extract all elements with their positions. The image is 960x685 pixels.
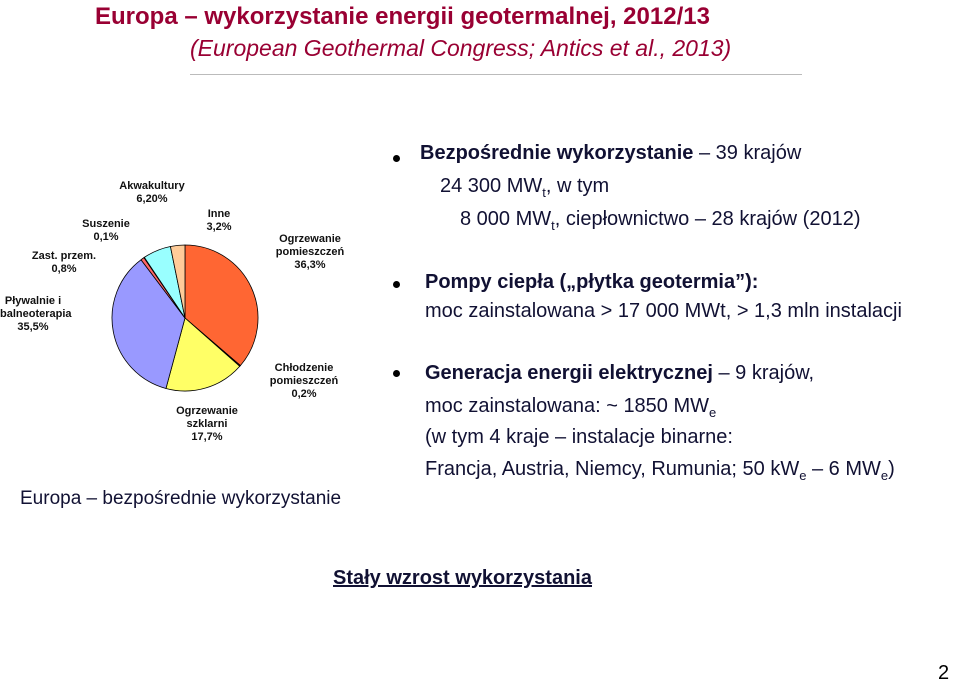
title: Europa – wykorzystanie energii geotermal… — [95, 3, 710, 30]
text-run: , ciepłownictwo – 28 krajów (2012) — [554, 208, 861, 230]
slice-value: 6,20% — [136, 193, 168, 205]
slice-name: Pływalnie i balneoterapia — [0, 295, 72, 320]
slice-name: Zast. przem. — [31, 250, 97, 262]
slice-value: 0,2% — [291, 388, 317, 400]
text-run: – 39 krajów — [693, 142, 802, 164]
bullet-line: Bezpośrednie wykorzystanie – 39 krajów — [420, 142, 801, 165]
text-run: t — [542, 185, 546, 200]
text-run: (w tym 4 kraje – instalacje binarne: — [425, 426, 733, 448]
bullet-line: Francja, Austria, Niemcy, Rumunia; 50 kW… — [425, 458, 895, 483]
bullet-dot — [393, 155, 400, 162]
slice-label: Chłodzenie pomieszczeń 0,2% — [262, 362, 346, 401]
bullet-dot — [393, 281, 400, 288]
text-run: , w tym — [545, 175, 610, 197]
text-run: e — [709, 405, 717, 420]
slice-value: 17,7% — [191, 431, 223, 443]
text-run: ) — [888, 458, 895, 480]
pie-slice — [184, 244, 259, 367]
slice-value: 35,5% — [17, 321, 49, 333]
slice-label: Pływalnie i balneoterapia 35,5% — [0, 295, 72, 334]
text-run: Pompy ciepła („płytka geotermia”): — [425, 271, 759, 293]
pie-slice — [165, 317, 241, 392]
slice-value: 0,1% — [93, 231, 119, 243]
slice-label: Akwakultury 6,20% — [112, 180, 192, 206]
subtitle: (European Geothermal Congress; Antics et… — [190, 35, 732, 61]
text-run: – 6 MW — [806, 458, 881, 480]
text-run: t — [551, 218, 555, 233]
chart-caption: Europa – bezpośrednie wykorzystanie — [20, 488, 342, 509]
bullet-line: Generacja energii elektrycznej – 9 krajó… — [425, 362, 814, 385]
slice-name: Inne — [207, 208, 231, 220]
text-run: Generacja energii elektrycznej — [425, 362, 713, 384]
text-run: 24 300 MW — [440, 175, 543, 197]
text-run: e — [799, 468, 807, 483]
slice-name: Chłodzenie pomieszczeń — [269, 362, 339, 387]
slice-name: Ogrzewanie szklarni — [176, 405, 238, 430]
slice-name: Suszenie — [82, 218, 130, 230]
bullet-dot — [393, 370, 400, 377]
text-run: 8 000 MW — [460, 208, 552, 230]
bullet-line: 8 000 MWt, ciepłownictwo – 28 krajów (20… — [460, 208, 860, 233]
pie-chart — [111, 244, 259, 392]
slice-name: Akwakultury — [119, 180, 185, 192]
bullet-line: (w tym 4 kraje – instalacje binarne: — [425, 426, 733, 449]
bullet-line: moc zainstalowana > 17 000 MWt, > 1,3 ml… — [425, 300, 902, 323]
slice-label: Ogrzewanie szklarni 17,7% — [162, 405, 252, 444]
slice-label: Zast. przem. 0,8% — [28, 250, 100, 276]
text-run: – 9 krajów, — [712, 362, 815, 384]
text-run: moc zainstalowana > 17 000 MWt, > 1,3 ml… — [425, 300, 902, 322]
slice-value: 0,8% — [51, 263, 77, 275]
footer: Stały wzrost wykorzystania — [333, 567, 592, 589]
pie-slice — [169, 244, 186, 319]
bullet-line: moc zainstalowana: ~ 1850 MWe — [425, 395, 716, 420]
slice-label: Suszenie 0,1% — [78, 218, 134, 244]
text-run: Francja, Austria, Niemcy, Rumunia; 50 kW — [425, 458, 800, 480]
divider — [190, 74, 802, 75]
text-run: Bezpośrednie wykorzystanie — [420, 142, 694, 164]
slice-value: 36,3% — [294, 259, 326, 271]
text-run: e — [880, 468, 889, 483]
text-run: moc zainstalowana: ~ 1850 MW — [425, 395, 710, 417]
slice-name: Ogrzewanie pomieszczeń — [275, 233, 345, 258]
pie-slice — [111, 259, 186, 389]
slice-label: Inne 3,2% — [196, 208, 242, 234]
slice-label: Ogrzewanie pomieszczeń 36,3% — [268, 233, 352, 272]
page-number: 2 — [938, 662, 950, 684]
bullet-line: Pompy ciepła („płytka geotermia”): — [425, 271, 758, 294]
slice-value: 3,2% — [206, 221, 232, 233]
bullet-line: 24 300 MWt, w tym — [440, 175, 609, 200]
